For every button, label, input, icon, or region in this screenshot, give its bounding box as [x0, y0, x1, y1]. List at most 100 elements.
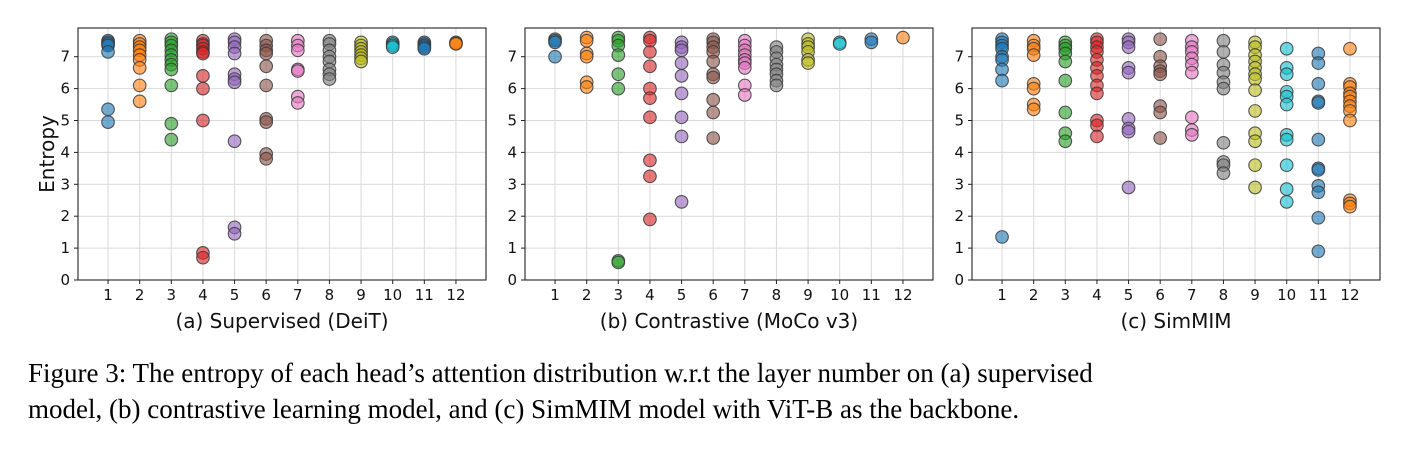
data-point: [1279, 158, 1294, 173]
data-point: [290, 43, 305, 58]
y-tick-label: 0: [507, 271, 517, 289]
x-tick-label: 3: [614, 286, 624, 304]
data-point: [1058, 54, 1073, 69]
caption-line-2: model, (b) contrastive learning model, a…: [28, 394, 1020, 424]
data-point: [227, 134, 242, 149]
x-tick-label: 3: [1061, 286, 1071, 304]
x-tick-label: 11: [1309, 286, 1328, 304]
data-point: [1248, 134, 1262, 149]
data-point: [1248, 158, 1262, 173]
data-point: [548, 35, 562, 50]
x-tick-label: 12: [893, 286, 912, 304]
data-point: [354, 54, 368, 69]
data-point: [1216, 45, 1231, 59]
data-point: [1121, 124, 1136, 139]
data-point: [1343, 199, 1357, 214]
data-point: [1311, 76, 1326, 91]
data-point: [737, 61, 752, 75]
data-point: [132, 94, 147, 109]
x-tick-label: 4: [1092, 286, 1102, 304]
data-point: [1121, 180, 1136, 195]
y-tick-label: 6: [954, 80, 964, 98]
data-point: [643, 212, 657, 227]
x-tick-label: 7: [1187, 286, 1197, 304]
y-tick-label: 3: [507, 175, 517, 193]
data-point: [1153, 131, 1168, 145]
y-tick-label: 3: [954, 175, 964, 193]
data-point: [196, 250, 210, 265]
y-tick-label: 5: [954, 112, 964, 130]
data-point: [132, 78, 147, 93]
plot-frame: [524, 27, 934, 281]
data-point: [674, 86, 689, 101]
x-tick-label: 2: [135, 286, 145, 304]
x-tick-label: 6: [708, 286, 718, 304]
data-point: [227, 226, 242, 241]
y-tick-label: 1: [60, 239, 70, 257]
data-point: [259, 78, 274, 93]
data-point: [611, 67, 626, 82]
x-tick-label: 10: [383, 286, 402, 304]
x-tick-label: 11: [862, 286, 881, 304]
data-point: [995, 230, 1009, 244]
y-tick-label: 1: [954, 239, 964, 257]
data-point: [674, 194, 689, 209]
y-tick-label: 0: [60, 271, 70, 289]
x-tick-label: 10: [1277, 286, 1296, 304]
data-point: [1311, 56, 1326, 70]
data-point: [1153, 67, 1168, 82]
x-tick-label: 10: [830, 286, 849, 304]
y-tick-label: 0: [954, 271, 964, 289]
y-tick-label: 4: [507, 143, 517, 161]
data-point: [801, 56, 815, 70]
data-point: [1216, 81, 1231, 96]
data-point: [449, 37, 463, 51]
x-tick-label: 5: [1124, 286, 1134, 304]
subplot-caption: (c) SimMIM: [1120, 309, 1231, 333]
data-point: [132, 61, 147, 75]
data-point: [1058, 73, 1073, 88]
x-tick-label: 1: [550, 286, 560, 304]
data-point: [643, 91, 657, 106]
x-tick-label: 7: [293, 286, 303, 304]
x-tick-label: 9: [356, 286, 366, 304]
data-point: [1311, 185, 1326, 200]
data-point: [196, 113, 210, 128]
x-tick-label: 6: [1155, 286, 1165, 304]
x-tick-label: 9: [1250, 286, 1260, 304]
data-point: [1311, 163, 1326, 177]
data-point: [674, 56, 689, 70]
data-point: [1153, 32, 1168, 47]
data-point: [579, 33, 594, 48]
data-point: [579, 49, 594, 64]
data-point: [643, 169, 657, 184]
data-point: [1279, 67, 1294, 82]
x-tick-label: 5: [677, 286, 687, 304]
data-point: [259, 151, 274, 166]
data-point: [164, 78, 179, 93]
data-point: [611, 255, 626, 270]
data-point: [737, 88, 752, 102]
data-point: [1311, 132, 1326, 147]
data-point: [706, 70, 721, 85]
data-point: [1311, 96, 1326, 110]
x-tick-label: 8: [1219, 286, 1229, 304]
data-point: [259, 59, 274, 74]
x-tick-label: 8: [772, 286, 782, 304]
y-axis-label: Entropy: [35, 115, 59, 193]
data-point: [1090, 86, 1104, 101]
data-point: [769, 78, 784, 93]
data-point: [611, 81, 626, 96]
x-tick-label: 2: [1029, 286, 1039, 304]
data-point: [1279, 194, 1294, 209]
y-tick-label: 3: [60, 175, 70, 193]
data-point: [579, 80, 594, 94]
data-point: [643, 110, 657, 125]
data-point: [1248, 104, 1262, 118]
data-point: [643, 45, 657, 59]
data-point: [417, 41, 432, 56]
data-point: [1026, 48, 1041, 62]
data-point: [1279, 97, 1294, 112]
